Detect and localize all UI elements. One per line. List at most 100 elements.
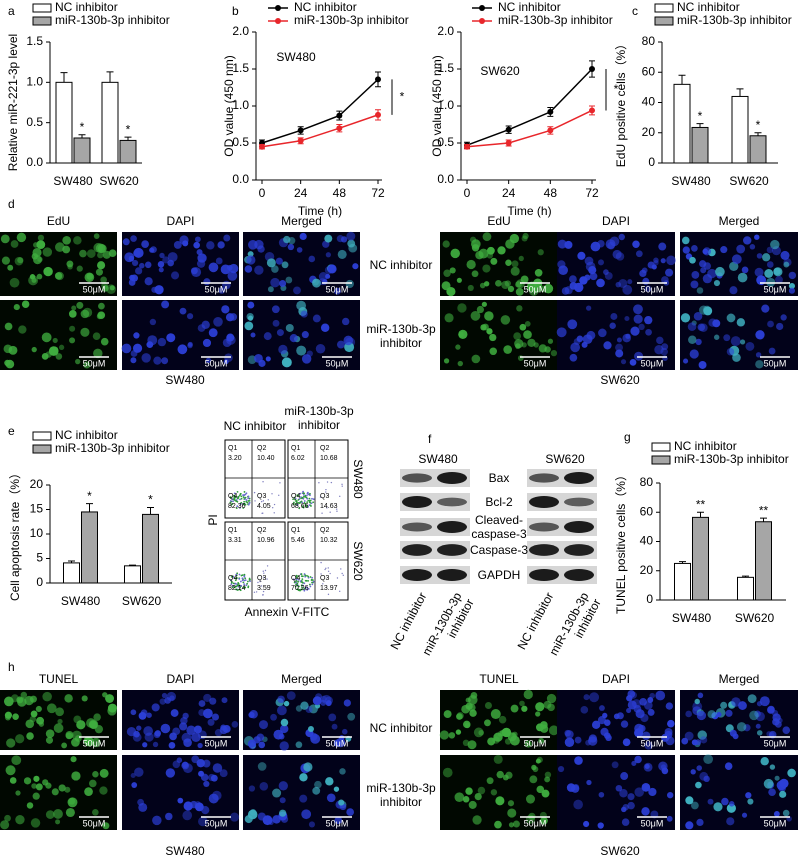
x-tick-label: SW480 xyxy=(672,611,712,625)
cell xyxy=(508,822,515,828)
cell xyxy=(631,760,637,766)
cell xyxy=(270,277,280,288)
cell xyxy=(69,325,76,332)
cell xyxy=(135,267,143,275)
panel-letter: b xyxy=(232,4,239,18)
event xyxy=(273,512,275,514)
cell xyxy=(462,796,470,803)
bar xyxy=(749,135,767,164)
cell xyxy=(276,329,284,337)
cell xyxy=(208,793,219,804)
quadrant-name: Q1 xyxy=(291,527,300,534)
cell xyxy=(691,271,700,279)
event xyxy=(312,579,314,582)
significance: * xyxy=(698,109,703,123)
event xyxy=(297,580,300,583)
cell xyxy=(33,775,40,782)
event xyxy=(308,583,311,586)
quadrant-value: 3.20 xyxy=(228,455,242,462)
event xyxy=(273,503,276,506)
cell xyxy=(144,732,154,742)
event xyxy=(304,496,307,498)
cell xyxy=(512,820,520,828)
point xyxy=(505,126,512,133)
cell xyxy=(700,267,707,274)
cell xyxy=(277,695,285,704)
cell xyxy=(76,720,86,730)
event xyxy=(236,490,239,493)
cell xyxy=(456,713,463,720)
legend-marker xyxy=(275,5,281,11)
event xyxy=(239,503,242,506)
cell xyxy=(497,246,506,255)
cell xyxy=(130,357,137,364)
x-tick-label: SW620 xyxy=(735,611,775,625)
cell xyxy=(618,233,625,241)
event xyxy=(257,581,259,584)
cell xyxy=(644,741,653,750)
cell xyxy=(596,278,605,288)
cell xyxy=(655,690,666,701)
cell xyxy=(754,710,761,718)
cell-line-label: SW480 xyxy=(276,50,316,64)
cell xyxy=(146,712,152,718)
cell xyxy=(474,792,482,801)
cell xyxy=(35,705,42,713)
significance: * xyxy=(148,493,153,507)
x-tick-label: SW620 xyxy=(122,594,162,608)
event xyxy=(297,494,300,497)
cell xyxy=(88,779,97,788)
event xyxy=(229,496,232,498)
event xyxy=(297,498,300,501)
cell xyxy=(645,328,652,336)
cell xyxy=(476,305,485,314)
cell xyxy=(82,307,93,318)
cell xyxy=(278,781,288,791)
event xyxy=(238,494,241,497)
cell xyxy=(296,300,307,311)
x-tick-label: 24 xyxy=(502,186,516,200)
event xyxy=(296,494,299,497)
quadrant-name: Q3 xyxy=(257,575,266,582)
event xyxy=(300,588,303,591)
cell xyxy=(198,709,206,716)
event xyxy=(326,507,328,509)
event xyxy=(266,578,268,580)
event xyxy=(312,501,315,504)
cell xyxy=(511,260,519,268)
event xyxy=(339,495,341,498)
event xyxy=(297,578,300,581)
cell xyxy=(523,689,533,700)
event xyxy=(244,577,247,580)
blot-band xyxy=(402,473,432,483)
cell xyxy=(154,730,162,737)
cell xyxy=(86,718,96,728)
cell xyxy=(641,731,651,741)
cell xyxy=(4,322,13,331)
cell xyxy=(466,259,476,270)
cell xyxy=(97,251,104,259)
event xyxy=(243,491,246,493)
cell xyxy=(307,726,314,733)
event xyxy=(302,490,304,493)
event xyxy=(299,580,302,583)
cell xyxy=(263,332,272,341)
cell xyxy=(209,697,217,705)
cell xyxy=(312,278,321,288)
cell xyxy=(157,337,167,347)
cell xyxy=(343,699,351,707)
cell xyxy=(289,334,298,343)
event xyxy=(336,577,339,579)
x-tick-label: SW620 xyxy=(729,174,769,188)
blot-band xyxy=(564,544,594,556)
cell xyxy=(622,738,631,747)
scale-bar-label: 50μM xyxy=(83,284,106,294)
cell xyxy=(532,766,539,773)
cell xyxy=(638,323,645,331)
cell xyxy=(102,250,111,259)
error-bar xyxy=(742,575,749,578)
cell xyxy=(666,815,673,822)
cell xyxy=(300,310,308,318)
cell xyxy=(96,313,103,320)
cell xyxy=(259,720,268,730)
